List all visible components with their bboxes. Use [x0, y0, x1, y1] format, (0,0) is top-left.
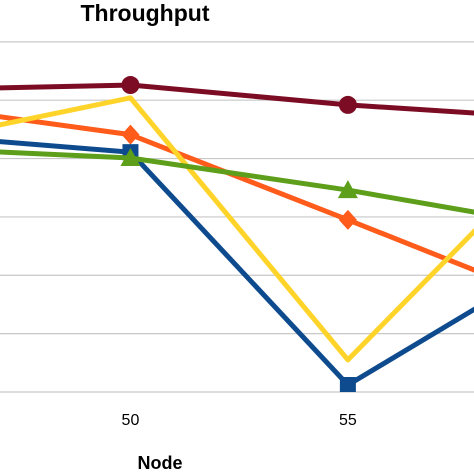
chart-title: Throughput: [80, 0, 209, 26]
marker: [121, 76, 140, 95]
x-tick-label: 55: [339, 412, 357, 429]
marker: [337, 180, 358, 199]
marker: [120, 147, 141, 166]
grid: [0, 41, 474, 393]
series-line: [0, 82, 474, 116]
series-line: [0, 95, 474, 363]
plot-area: [0, 76, 474, 392]
x-tick-label: 50: [122, 412, 140, 429]
marker: [339, 376, 356, 392]
marker: [338, 95, 357, 114]
x-axis-label: Node: [138, 453, 183, 473]
marker: [338, 209, 357, 230]
marker: [121, 124, 140, 145]
series-line: [0, 114, 474, 273]
series-line: [0, 149, 474, 215]
series-line: [0, 139, 474, 388]
